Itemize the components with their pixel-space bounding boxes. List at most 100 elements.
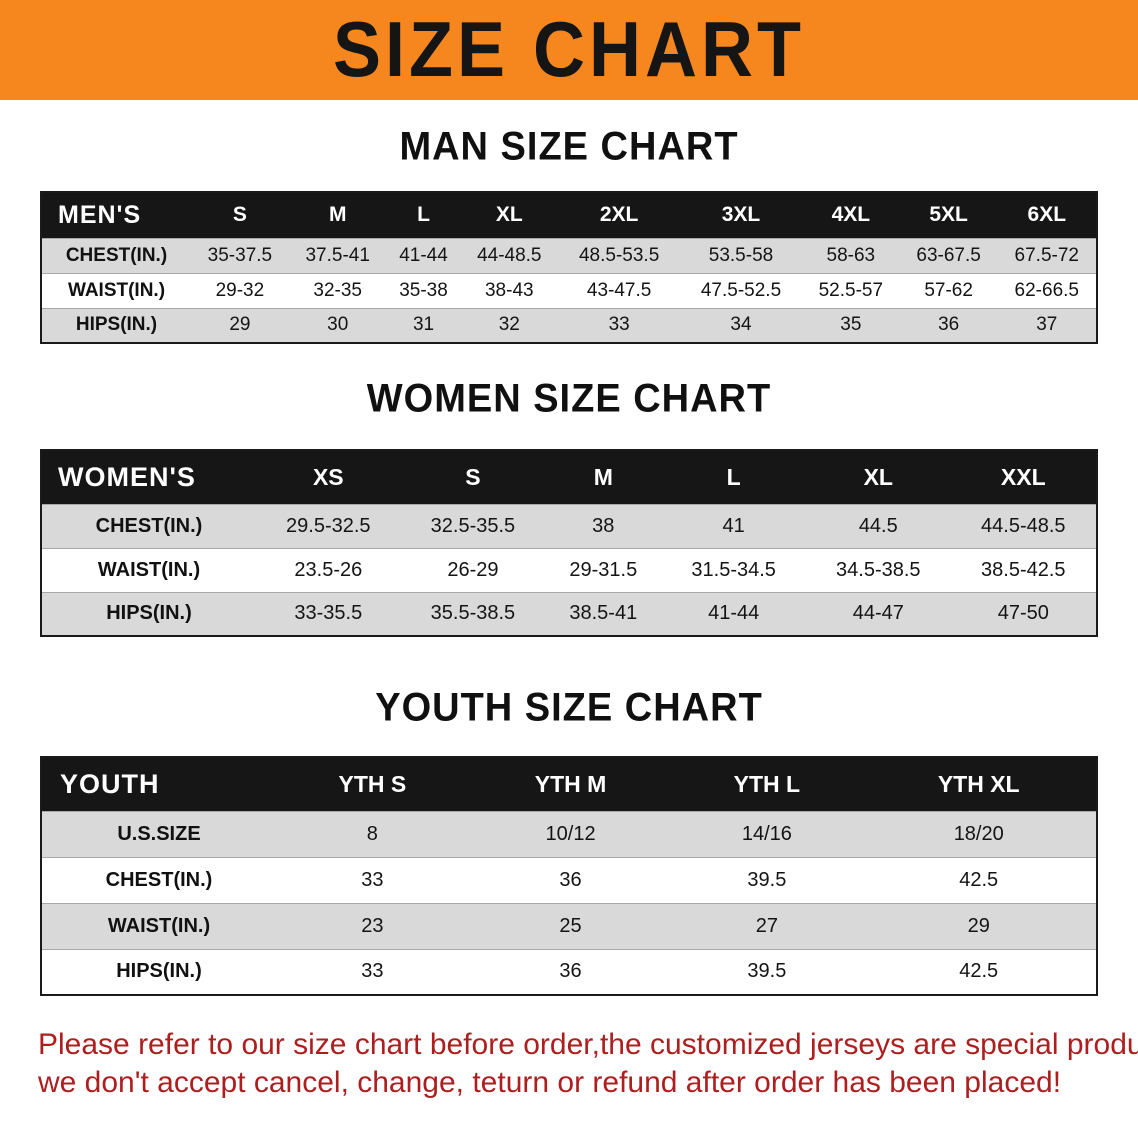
men-size-table: MEN'S S M L XL 2XL 3XL 4XL 5XL 6XL CHEST(IN.) 35-37… [40, 191, 1098, 344]
measurement-row: U.S.SIZE 8 10/12 14/16 18/20 [41, 811, 1097, 857]
size-value-cell: 44.5-48.5 [981, 514, 1066, 537]
measurement-row: CHEST(IN.) 29.5-32.5 32.5-35.5 38 41 44.5 44.5… [41, 504, 1097, 548]
size-value-cell: 41-44 [399, 244, 448, 266]
size-column-header: 5XL [899, 192, 998, 238]
size-value-cell: 67.5-72 [1014, 244, 1079, 266]
table-corner-label: MEN'S [41, 192, 191, 238]
size-value-cell: 34.5-38.5 [836, 558, 921, 581]
size-value-cell: 43-47.5 [586, 279, 652, 301]
banner-title: SIZE CHART [333, 6, 805, 94]
size-value-cell: 33 [361, 960, 384, 983]
size-value-cell: 41 [722, 514, 745, 537]
measurement-row-label: CHEST(IN.) [95, 514, 203, 537]
measurement-row: HIPS(IN.) 29 30 31 32 33 34 35 36 37 [41, 308, 1097, 343]
size-column-header: M [288, 192, 387, 238]
women-size-table: WOMEN'S XS S M L XL XXL CHEST(IN.) 29.5-32.5 32.5… [40, 449, 1098, 637]
size-column-header: M [545, 450, 662, 504]
table-header-row: MEN'S S M L XL 2XL 3XL 4XL 5XL 6XL [41, 192, 1097, 238]
youth-size-section: YOUTH SIZE CHART YOUTH YTH S YTH M YTH L YTH… [0, 686, 1138, 996]
footer-note-line-1: Please refer to our size chart before or… [38, 1028, 1138, 1061]
size-value-cell: 29.5-32.5 [286, 514, 371, 537]
measurement-row-label: WAIST(IN.) [97, 558, 201, 581]
size-value-cell: 42.5 [959, 960, 999, 983]
size-value-cell: 14/16 [741, 822, 792, 845]
size-value-cell: 52.5-57 [818, 279, 884, 301]
footer-note-line-2: we don't accept cancel, change, teturn o… [38, 1066, 1062, 1100]
size-value-cell: 27 [755, 914, 779, 937]
size-value-cell: 36 [559, 868, 582, 891]
size-value-cell: 18/20 [953, 822, 1004, 845]
size-value-cell: 37.5-41 [305, 244, 370, 266]
size-value-cell: 44.5 [858, 514, 898, 537]
size-value-cell: 29 [967, 914, 990, 937]
measurement-row-label: HIPS(IN.) [116, 960, 202, 983]
measurement-row-label: CHEST(IN.) [65, 244, 168, 266]
measurement-row-label: CHEST(IN.) [105, 868, 213, 891]
size-value-cell: 32.5-35.5 [430, 514, 516, 537]
table-header-row: WOMEN'S XS S M L XL XXL [41, 450, 1097, 504]
size-column-header: YTH XL [861, 757, 1097, 811]
measurement-row: WAIST(IN.) 23.5-26 26-29 29-31.5 31.5-34.5 34… [41, 548, 1097, 592]
measurement-row-label: WAIST(IN.) [67, 279, 166, 301]
size-column-header: XL [460, 192, 559, 238]
size-value-cell: 44-48.5 [477, 244, 542, 266]
size-value-cell: 38.5-42.5 [981, 558, 1066, 581]
size-value-cell: 35-37.5 [207, 244, 273, 266]
size-value-cell: 34 [730, 314, 752, 336]
size-value-cell: 35.5-38.5 [430, 602, 516, 625]
size-value-cell: 57-62 [924, 279, 973, 301]
size-chart-banner: SIZE CHART [0, 0, 1138, 100]
footer-disclaimer: Please refer to our size chart before or… [38, 1026, 1138, 1102]
size-value-cell: 36 [938, 314, 960, 336]
size-value-cell: 53.5-58 [708, 244, 774, 266]
size-column-header: L [386, 192, 461, 238]
size-column-header: YTH M [468, 757, 673, 811]
women-section-heading: WOMEN SIZE CHART [366, 376, 772, 422]
size-value-cell: 25 [559, 914, 582, 937]
size-value-cell: 29-32 [215, 279, 265, 301]
size-value-cell: 23.5-26 [294, 558, 363, 581]
size-value-cell: 32-35 [313, 279, 363, 301]
youth-size-table: YOUTH YTH S YTH M YTH L YTH XL U.S.SIZE 8 10/12… [40, 756, 1098, 996]
measurement-row-label: U.S.SIZE [117, 822, 201, 845]
size-value-cell: 39.5 [747, 960, 787, 983]
size-column-header: 6XL [997, 192, 1097, 238]
size-value-cell: 38 [592, 514, 615, 537]
size-value-cell: 23 [361, 914, 384, 937]
size-value-cell: 39.5 [747, 868, 787, 891]
measurement-row-label: HIPS(IN.) [75, 314, 158, 336]
men-section-heading: MAN SIZE CHART [399, 124, 739, 170]
size-value-cell: 35-38 [399, 279, 448, 301]
size-column-header: YTH S [276, 757, 469, 811]
size-column-header: 4XL [801, 192, 900, 238]
size-column-header: XL [805, 450, 951, 504]
measurement-row: WAIST(IN.) 23 25 27 29 [41, 903, 1097, 949]
size-value-cell: 44-47 [852, 602, 904, 625]
size-value-cell: 41-44 [708, 602, 760, 625]
size-value-cell: 33 [608, 314, 630, 336]
size-column-header: 3XL [680, 192, 802, 238]
size-value-cell: 62-66.5 [1014, 279, 1079, 301]
measurement-row: HIPS(IN.) 33 36 39.5 42.5 [41, 949, 1097, 995]
size-value-cell: 30 [327, 314, 349, 336]
size-value-cell: 33 [361, 868, 384, 891]
size-value-cell: 8 [366, 822, 378, 845]
size-column-header: XS [256, 450, 401, 504]
size-value-cell: 35 [840, 314, 862, 336]
size-value-cell: 37 [1036, 314, 1058, 336]
size-value-cell: 48.5-53.5 [578, 244, 660, 266]
size-value-cell: 63-67.5 [916, 244, 981, 266]
measurement-row: HIPS(IN.) 33-35.5 35.5-38.5 38.5-41 41-44 44-… [41, 592, 1097, 636]
size-value-cell: 29 [229, 314, 251, 336]
table-corner-label: WOMEN'S [41, 450, 256, 504]
measurement-row: CHEST(IN.) 35-37.5 37.5-41 41-44 44-48.5 48.5… [41, 238, 1097, 273]
measurement-row-label: HIPS(IN.) [106, 602, 192, 625]
size-column-header: XXL [950, 450, 1097, 504]
size-value-cell: 38.5-41 [569, 602, 638, 625]
size-value-cell: 31.5-34.5 [691, 558, 776, 581]
table-header-row: YOUTH YTH S YTH M YTH L YTH XL [41, 757, 1097, 811]
size-value-cell: 29-31.5 [569, 558, 638, 581]
measurement-row: WAIST(IN.) 29-32 32-35 35-38 38-43 43-47.5 47.… [41, 273, 1097, 308]
size-value-cell: 26-29 [447, 558, 499, 581]
table-corner-label: YOUTH [41, 757, 276, 811]
